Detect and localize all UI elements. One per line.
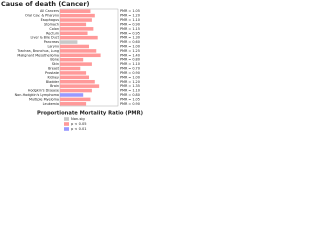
- category-label: Oral Cav. & Pharynx: [25, 14, 59, 18]
- value-label: PMR = 1.20: [120, 80, 140, 84]
- value-label: PMR = 0.60: [120, 40, 140, 44]
- bar: [60, 49, 97, 53]
- category-label: Trachea, Bronchus, Lung: [16, 49, 59, 53]
- bar: [60, 18, 92, 22]
- category-label: Larynx: [47, 44, 59, 48]
- value-label: PMR = 0.95: [120, 31, 140, 35]
- category-label: All Cancers: [40, 9, 59, 13]
- value-label: PMR = 1.00: [120, 75, 140, 79]
- chart-title: Cause of death (Cancer): [1, 0, 90, 8]
- value-label: PMR = 1.05: [120, 9, 140, 13]
- legend-label: Non-sig: [71, 117, 85, 121]
- value-label: PMR = 0.70: [120, 67, 140, 71]
- value-label: PMR = 0.90: [120, 22, 140, 26]
- bar: [60, 44, 89, 49]
- bar: [60, 57, 84, 62]
- bar: [60, 35, 98, 40]
- bar: [60, 62, 92, 66]
- bar: [60, 102, 87, 106]
- category-label: Leukemia: [43, 102, 59, 106]
- legend-swatch: [64, 117, 69, 121]
- category-label: Pancreas: [44, 40, 59, 44]
- category-label: Breast: [48, 67, 60, 71]
- value-label: PMR = 1.40: [120, 53, 140, 57]
- bar: [60, 40, 78, 44]
- category-label: Rectum: [46, 31, 60, 35]
- value-label: PMR = 0.90: [120, 71, 140, 75]
- category-label: Kidney: [47, 75, 59, 79]
- category-label: Malignant Mesothelioma: [17, 53, 59, 57]
- value-label: PMR = 1.10: [120, 89, 140, 93]
- category-label: Liver & Bile Duct: [31, 36, 60, 40]
- value-label: PMR = 1.05: [120, 97, 140, 101]
- value-label: PMR = 1.20: [120, 14, 140, 18]
- legend-label: p < 0.01: [71, 127, 87, 131]
- category-label: Bladder: [46, 80, 60, 84]
- bar: [60, 97, 91, 102]
- value-label: PMR = 1.35: [120, 84, 140, 88]
- category-label: Colon: [49, 27, 59, 31]
- category-label: Bone: [50, 58, 59, 62]
- bar: [60, 88, 92, 93]
- category-label: Brain: [50, 84, 59, 88]
- value-label: PMR = 1.30: [120, 36, 140, 40]
- value-label: PMR = 1.10: [120, 18, 140, 22]
- chart: Cause of death (Cancer) Proportionate Mo…: [1, 0, 143, 131]
- value-label: PMR = 0.80: [120, 58, 140, 62]
- category-label: Skin: [52, 62, 59, 66]
- bar: [60, 93, 84, 97]
- bar: [60, 9, 91, 13]
- value-label: PMR = 1.25: [120, 49, 140, 53]
- legend-swatch: [64, 127, 69, 131]
- bar: [60, 13, 95, 18]
- value-label: PMR = 1.00: [120, 44, 140, 48]
- bar: [60, 84, 100, 88]
- bar: [60, 27, 94, 31]
- value-label: PMR = 1.15: [120, 27, 140, 31]
- bar: [60, 53, 101, 58]
- legend-label: p < 0.05: [71, 122, 87, 126]
- bar: [60, 79, 95, 84]
- bar: [60, 31, 88, 36]
- value-label: PMR = 0.80: [120, 93, 140, 97]
- bar: [60, 66, 81, 71]
- category-label: Esophagus: [41, 18, 60, 22]
- bar: [60, 22, 87, 27]
- category-label: Multiple Myeloma: [29, 97, 59, 101]
- value-label: PMR = 1.10: [120, 62, 140, 66]
- bar: [60, 71, 87, 75]
- category-label: Hodgkin's Disease: [28, 89, 59, 93]
- value-label: PMR = 0.90: [120, 102, 140, 106]
- category-label: Prostate: [45, 71, 59, 75]
- category-label: Stomach: [44, 22, 59, 26]
- bar: [60, 75, 89, 80]
- x-axis-label: Proportionate Mortality Ratio (PMR): [37, 111, 143, 117]
- legend-swatch: [64, 122, 69, 126]
- category-label: Non-Hodgkin's Lymphoma: [15, 93, 59, 97]
